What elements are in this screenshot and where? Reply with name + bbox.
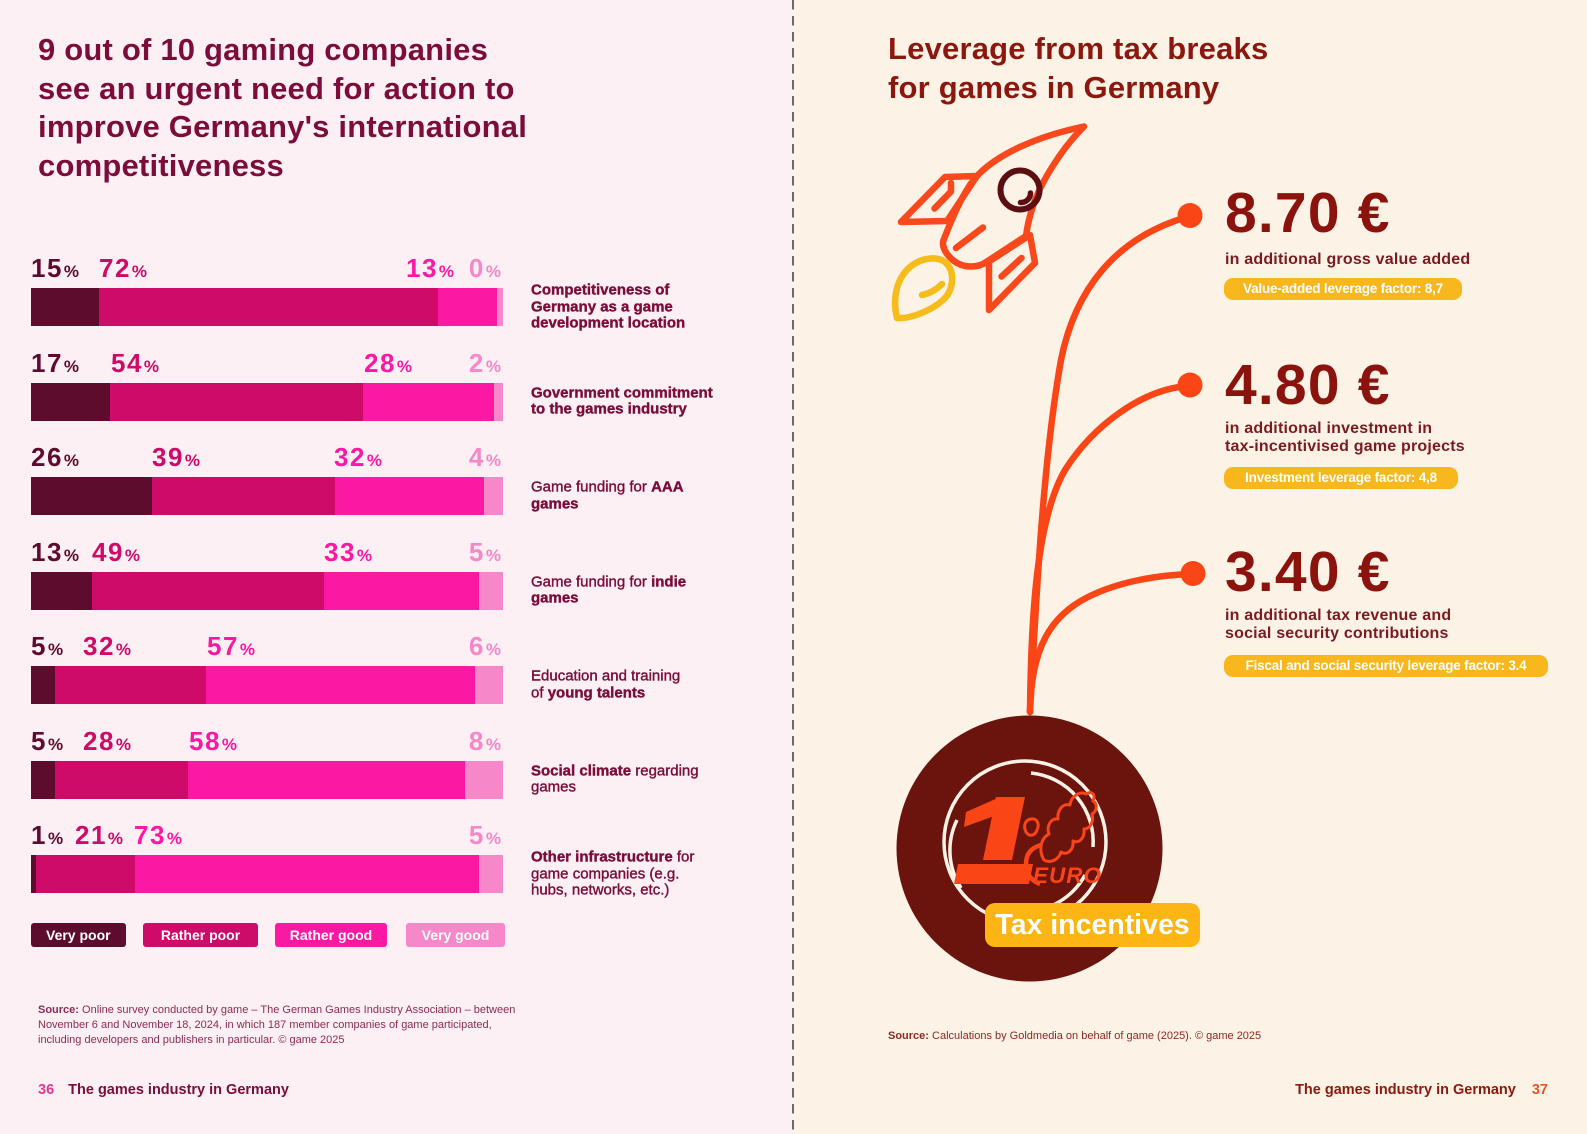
svg-text:EURO: EURO (1033, 863, 1102, 888)
